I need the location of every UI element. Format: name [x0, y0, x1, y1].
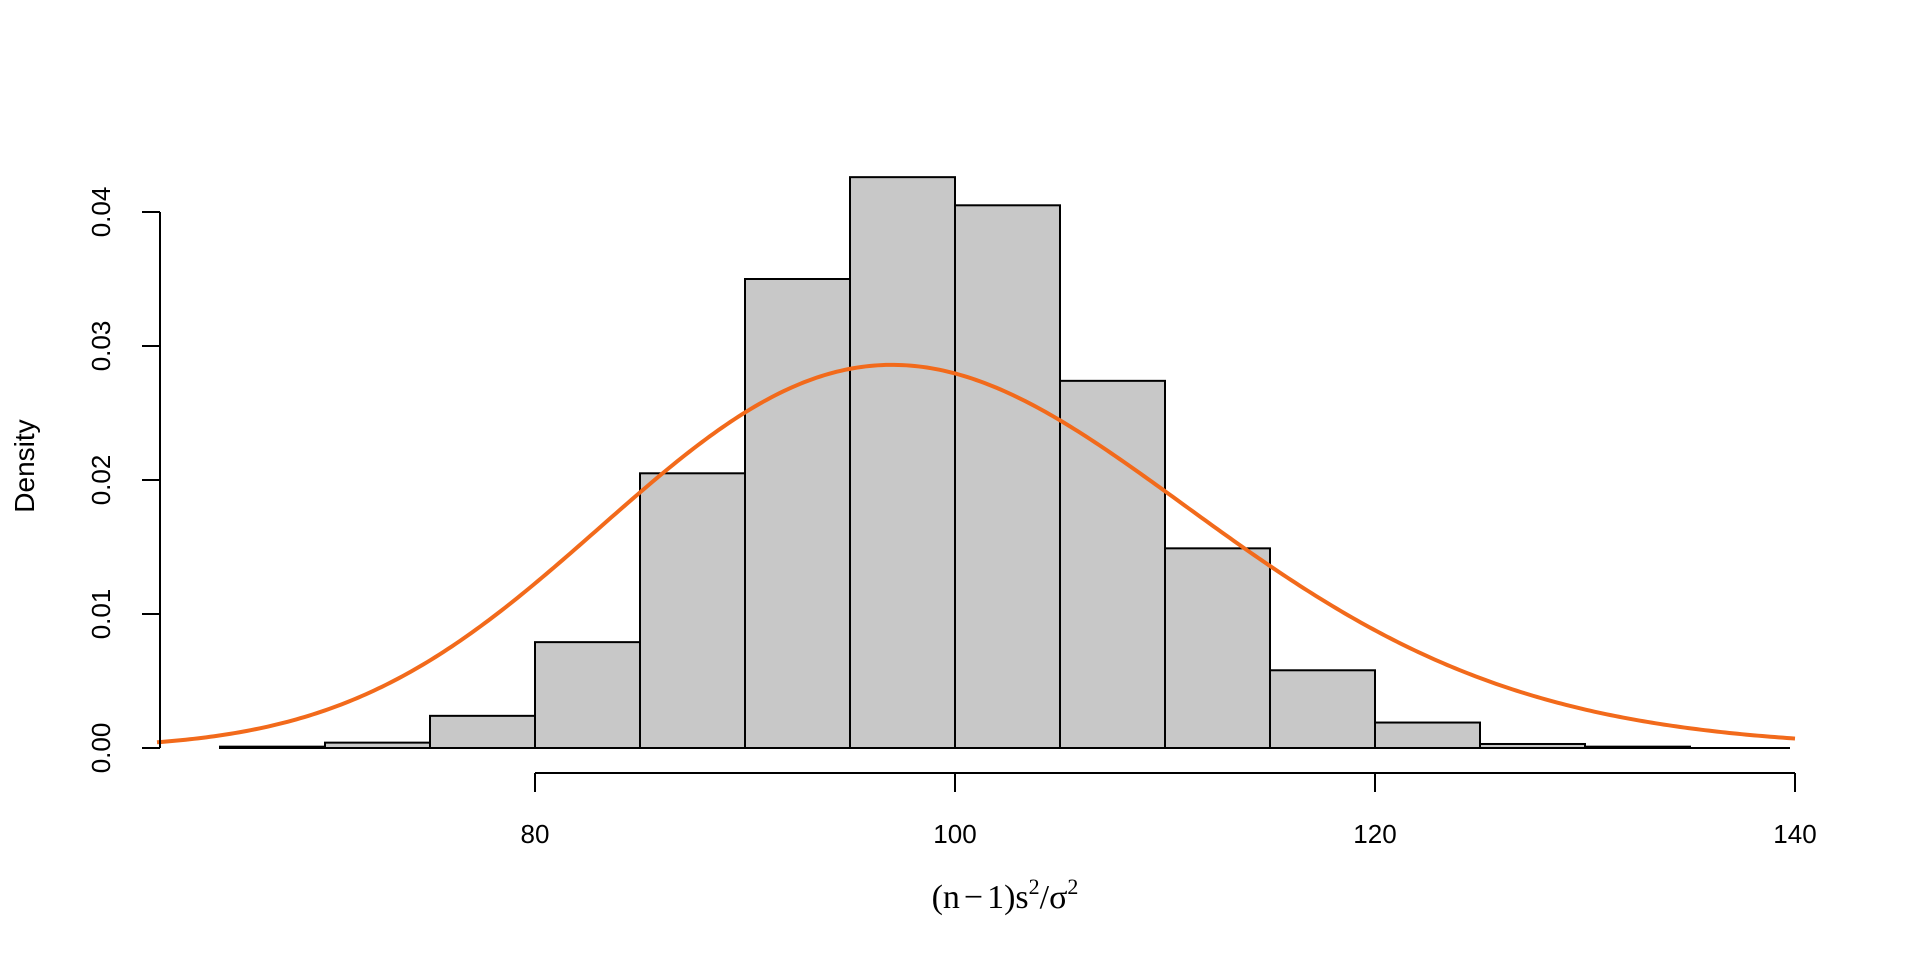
histogram-bar-9	[1164, 547, 1271, 750]
y-tick-label-4: 0.04	[86, 187, 116, 238]
histogram-bar-11	[1374, 721, 1481, 749]
y-axis-label: Density	[9, 419, 40, 512]
y-tick-label-1: 0.01	[86, 589, 116, 640]
histogram-bar-5	[744, 278, 851, 749]
x-tick-label-2: 120	[1353, 819, 1396, 849]
histogram-bar-7	[954, 204, 1061, 750]
histogram-bar-6	[849, 176, 956, 750]
histogram-bar-2	[429, 714, 536, 750]
histogram-bars	[219, 176, 1691, 750]
y-axis: 0.00 0.01 0.02 0.03 0.04	[86, 187, 161, 774]
x-axis-label: (n −1)s2/σ2	[932, 874, 1079, 916]
x-tick-label-0: 80	[521, 819, 550, 849]
x-tick-label-1: 100	[933, 819, 976, 849]
x-axis: 80 100 120 140	[521, 772, 1817, 849]
x-tick-label-3: 140	[1773, 819, 1816, 849]
histogram-bar-8	[1059, 379, 1166, 749]
y-tick-label-0: 0.00	[86, 723, 116, 774]
y-tick-label-2: 0.02	[86, 455, 116, 506]
histogram-bar-4	[639, 472, 746, 749]
y-tick-label-3: 0.03	[86, 321, 116, 372]
histogram-bar-3	[534, 641, 641, 750]
histogram-bar-10	[1269, 669, 1376, 750]
density-curve	[156, 362, 1796, 745]
